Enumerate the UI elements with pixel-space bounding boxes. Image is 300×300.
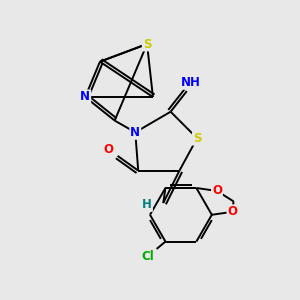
Text: NH: NH — [181, 76, 201, 89]
Text: N: N — [80, 91, 90, 103]
Text: Cl: Cl — [141, 250, 154, 263]
Text: O: O — [212, 184, 222, 197]
Text: O: O — [104, 143, 114, 157]
Text: S: S — [143, 38, 151, 50]
Text: H: H — [142, 198, 152, 211]
Text: O: O — [227, 205, 237, 218]
Text: N: N — [130, 126, 140, 139]
Text: S: S — [193, 132, 201, 145]
